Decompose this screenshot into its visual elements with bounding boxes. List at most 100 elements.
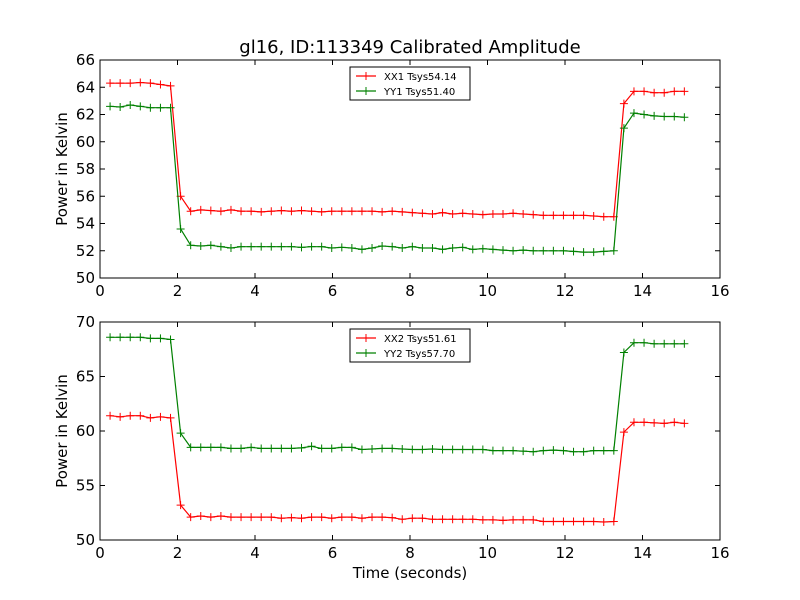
data-point [277,242,286,251]
data-point [378,444,387,453]
data-point [388,207,397,216]
data-point [468,209,477,218]
data-point [619,124,628,133]
data-point [438,208,447,217]
legend-label: XX2 Tsys51.61 [384,334,457,345]
data-point [589,446,598,455]
data-point [680,339,689,348]
data-point [408,445,417,454]
data-point [237,207,246,216]
data-point [166,413,175,422]
bottom-panel: 0 2 4 6 8 10 12 14 16 50 55 60 65 70 Power in Kelvin XX… [53,313,730,562]
y-axis-label: Power in Kelvin [53,112,71,226]
data-point [287,242,296,251]
data-point [519,515,528,524]
data-point [146,79,155,88]
data-point [156,412,165,421]
data-point [216,207,225,216]
data-point [559,517,568,526]
data-point [357,207,366,216]
data-point [116,103,125,112]
data-point [237,242,246,251]
data-point [327,244,336,253]
data-point [589,248,598,257]
data-point [337,243,346,252]
data-point [317,242,326,251]
data-point [226,244,235,253]
data-point [216,512,225,521]
data-point [388,242,397,251]
x-tick-label: 12 [555,544,574,562]
data-point [206,443,215,452]
data-point [629,418,638,427]
data-point [287,513,296,522]
data-point [247,513,256,522]
data-point [680,87,689,96]
data-point [629,87,638,96]
data-point [186,443,195,452]
data-point [579,447,588,456]
data-point [438,245,447,254]
x-tick-label: 16 [710,544,729,562]
y-tick-label: 56 [76,187,95,205]
data-point [317,444,326,453]
data-point [609,446,618,455]
data-point [670,112,679,121]
data-point [468,445,477,454]
data-point [166,103,175,112]
data-point [640,110,649,119]
data-point [488,515,497,524]
data-point [650,111,659,120]
data-point [378,241,387,250]
data-point [660,112,669,121]
data-point [287,207,296,216]
data-point [106,79,115,88]
data-point [448,445,457,454]
data-point [398,444,407,453]
data-point [509,209,518,218]
data-point [106,102,115,111]
y-tick-label: 52 [76,242,95,260]
y-tick-label: 62 [76,106,95,124]
data-point [216,443,225,452]
legend-label: YY2 Tsys57.70 [383,349,455,360]
x-tick-label: 0 [95,544,105,562]
data-point [267,513,276,522]
data-point [549,211,558,220]
data-point [438,445,447,454]
data-point [418,514,427,523]
data-point [448,209,457,218]
data-point [499,446,507,455]
data-point [428,444,437,453]
data-point [116,79,125,88]
data-point [297,514,306,523]
data-point [478,244,487,253]
data-point [307,442,316,451]
x-tick-label: 10 [478,544,497,562]
x-tick-label: 16 [710,282,729,300]
data-point [307,513,316,522]
data-point [509,246,518,255]
data-point [317,207,326,216]
data-point [499,209,507,218]
data-point [488,245,497,254]
data-point [327,444,336,453]
data-point [579,248,588,257]
data-point [549,446,558,455]
data-point [539,517,548,526]
data-point [327,207,336,216]
data-point [650,418,659,427]
data-point [136,411,145,420]
data-point [186,207,195,216]
x-tick-label: 12 [555,282,574,300]
data-point [297,243,306,252]
data-point [660,419,669,428]
data-point [126,79,135,88]
data-point [136,333,145,342]
data-point [458,209,467,218]
data-point [599,247,608,256]
data-point [589,517,598,526]
data-point [589,212,598,221]
data-point [297,443,306,452]
legend-box [349,66,471,101]
